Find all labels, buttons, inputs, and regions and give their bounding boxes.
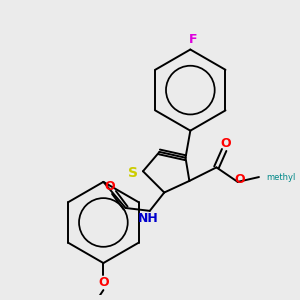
Text: O: O	[221, 137, 231, 150]
Text: O: O	[234, 173, 245, 187]
Text: O: O	[98, 276, 109, 289]
Text: O: O	[105, 180, 116, 193]
Text: methyl: methyl	[267, 172, 296, 182]
Text: F: F	[189, 33, 197, 46]
Text: S: S	[128, 166, 138, 180]
Text: NH: NH	[137, 212, 158, 225]
